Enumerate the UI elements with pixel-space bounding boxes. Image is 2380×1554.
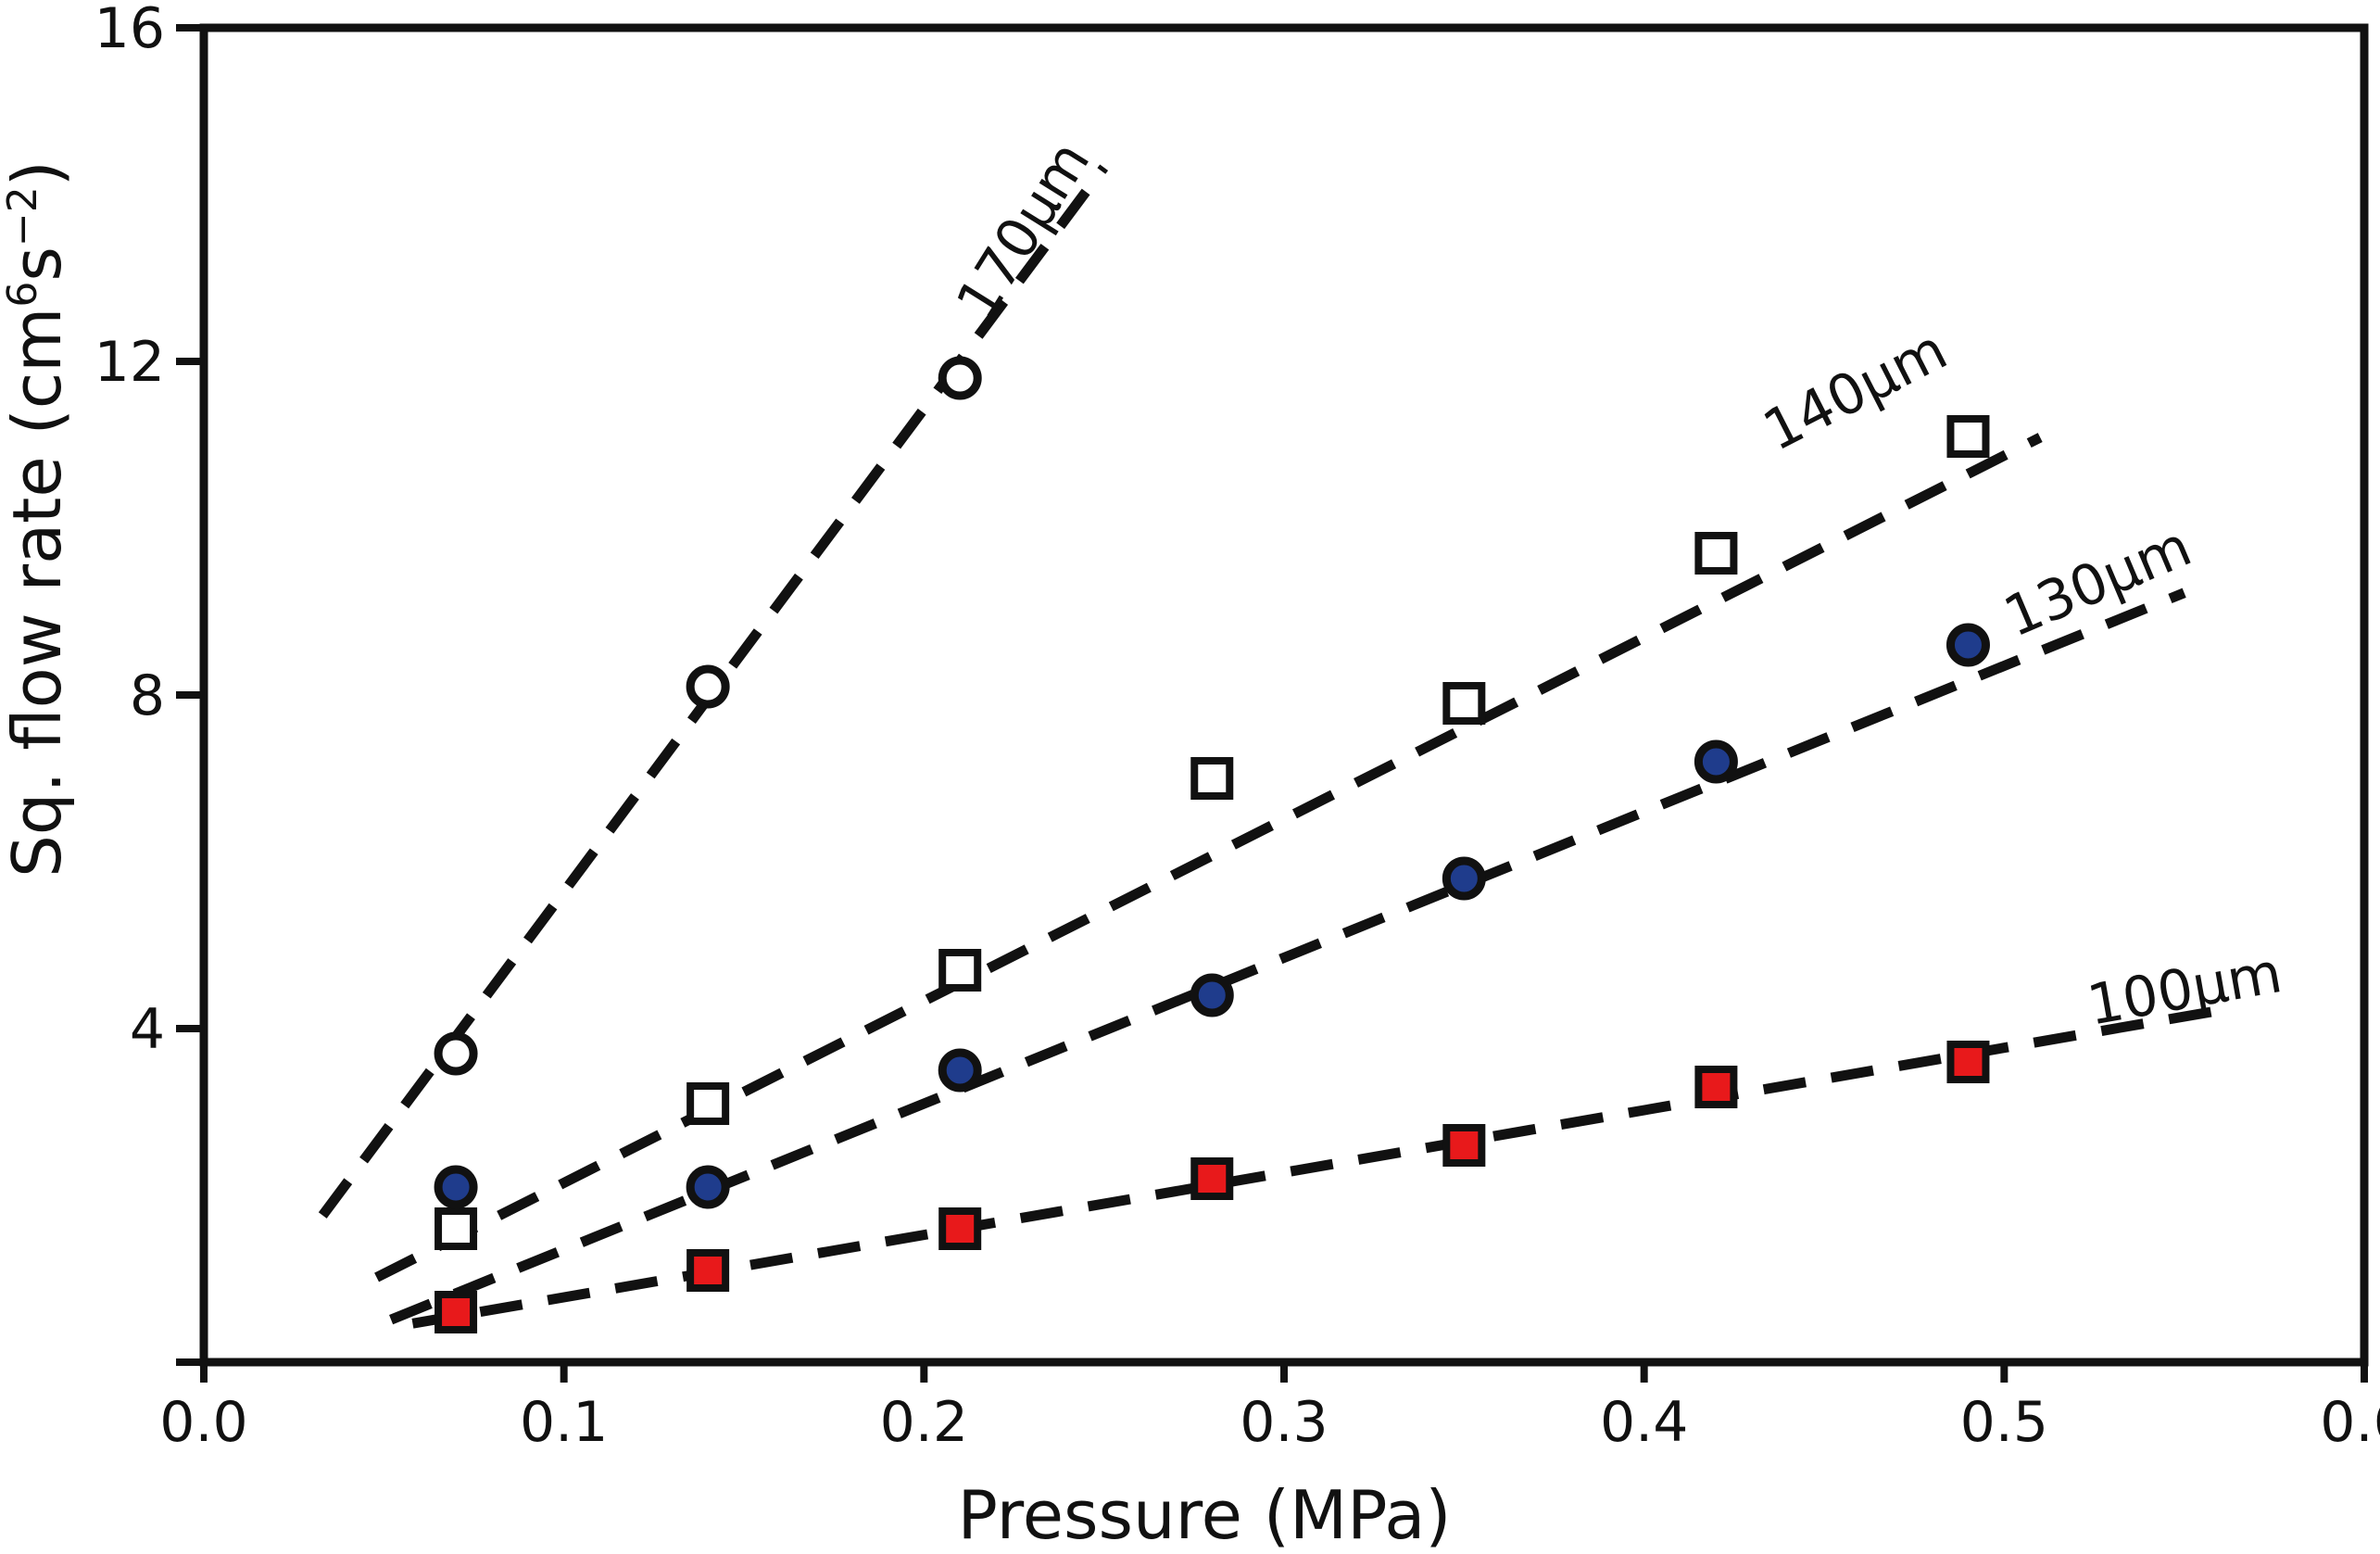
- data-point: [938, 949, 982, 992]
- y-tick-label: 4: [130, 997, 165, 1062]
- x-axis-title: Pressure (MPa): [958, 1476, 1452, 1554]
- data-point: [938, 356, 982, 400]
- series-label: 140µm: [1754, 318, 1958, 464]
- y-axis-title: Sq. flow rate (cm6s−2): [0, 160, 76, 878]
- svg-text:Sq. flow rate (cm6s−2): Sq. flow rate (cm6s−2): [0, 160, 76, 878]
- x-tick-label: 0.2: [880, 1390, 968, 1455]
- data-point: [686, 1249, 730, 1292]
- data-point: [1442, 1124, 1486, 1167]
- series-label: 100µm: [2083, 941, 2286, 1039]
- data-point: [1694, 739, 1738, 784]
- data-point: [1442, 682, 1486, 725]
- data-point: [434, 1031, 478, 1076]
- data-point: [686, 664, 730, 709]
- plot-area: 0.0 0.1 0.2 0.3 0.4 0.5 0.6 4 8 12 16 170µm 140µm 130…: [94, 0, 2380, 1455]
- x-tick-label: 0.1: [520, 1390, 608, 1455]
- x-tick-label: 0.4: [1600, 1390, 1688, 1455]
- fit-line: [374, 433, 2043, 1282]
- x-tick-label: 0.6: [2320, 1390, 2380, 1455]
- data-point: [686, 1082, 730, 1125]
- y-axis-title-exp1: 6: [0, 282, 46, 308]
- y-tick-label: 8: [130, 663, 165, 728]
- data-point: [1946, 415, 1990, 458]
- y-tick-label: 12: [94, 330, 165, 395]
- x-tick-label: 0.5: [1960, 1390, 2048, 1455]
- series-label: 130µm: [1995, 514, 2200, 651]
- x-tick-label: 0.3: [1240, 1390, 1328, 1455]
- y-axis-title-close: ): [0, 160, 76, 186]
- data-point: [1442, 856, 1486, 901]
- data-point: [434, 1165, 478, 1209]
- data-point: [938, 1207, 982, 1250]
- data-point: [434, 1207, 478, 1250]
- y-axis-title-main: Sq. flow rate (cm: [0, 308, 76, 878]
- y-axis-title-unit2: s: [0, 246, 76, 282]
- x-tick-label: 0.0: [159, 1390, 247, 1455]
- data-point: [1946, 1041, 1990, 1083]
- data-point: [938, 1048, 982, 1093]
- data-point: [1190, 1157, 1234, 1200]
- fit-line: [389, 587, 2186, 1325]
- y-axis-title-exp2: −2: [0, 186, 46, 246]
- data-point: [1946, 623, 1990, 667]
- data-point: [1190, 757, 1234, 800]
- data-point: [1694, 532, 1738, 575]
- data-point: [686, 1165, 730, 1209]
- data-point: [1190, 973, 1234, 1017]
- y-tick-label: 16: [94, 0, 165, 61]
- data-point: [1694, 1066, 1738, 1108]
- series-label: 170µm: [944, 131, 1102, 331]
- plot-frame: [199, 23, 2369, 1367]
- data-point: [434, 1291, 478, 1333]
